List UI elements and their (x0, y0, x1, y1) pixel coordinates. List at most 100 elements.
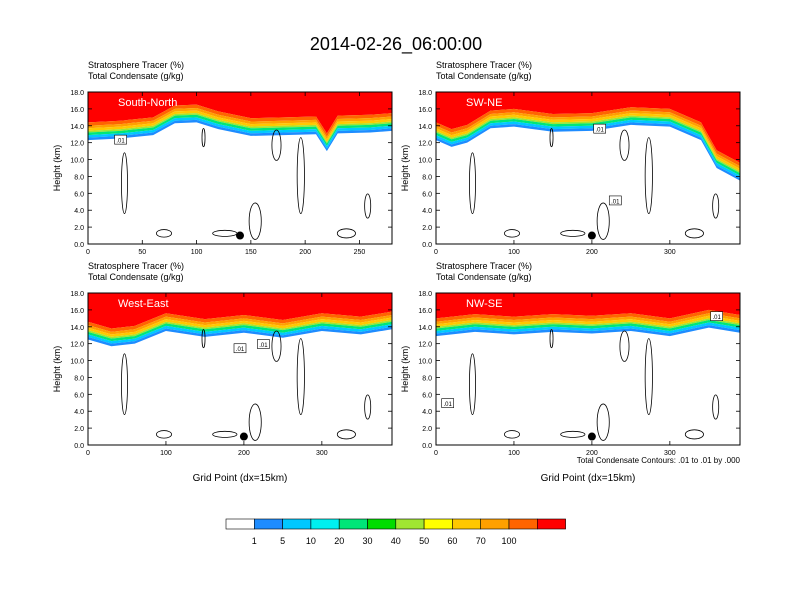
contour-label-2: .01 (712, 315, 721, 321)
colorbar-swatch (480, 518, 510, 530)
y-tick-label: 4.0 (74, 409, 84, 416)
x-tick-label: 300 (664, 249, 676, 256)
y-tick-label: 6.0 (74, 191, 84, 198)
y-tick-label: 18.0 (70, 90, 84, 97)
condensate-contour (121, 152, 128, 215)
band-40 (88, 113, 392, 144)
x-tick-label: 100 (508, 450, 520, 457)
y-tick-label: 4.0 (422, 208, 432, 215)
y-tick-label: 2.0 (74, 426, 84, 433)
band-60 (88, 108, 392, 140)
y-tick-label: 0.0 (74, 242, 84, 249)
y-axis-label: Height (km) (52, 346, 62, 393)
y-tick-label: 0.0 (74, 443, 84, 450)
panel-header-tracer: Stratosphere Tracer (%) (436, 261, 532, 271)
contour-label-box (233, 343, 247, 354)
figure-title: 2014-02-26_06:00:00 (310, 34, 482, 55)
condensate-contour (201, 128, 206, 148)
panel-header-condensate: Total Condensate (g/kg) (88, 272, 184, 282)
panel-header-condensate: Total Condensate (g/kg) (436, 71, 532, 81)
x-tick-label: 0 (86, 450, 90, 457)
condensate-contour (201, 329, 206, 349)
condensate-contour (296, 137, 305, 215)
y-tick-label: 12.0 (418, 342, 432, 349)
condensate-contour (596, 202, 610, 240)
panel-west-east: Stratosphere Tracer (%)Total Condensate … (52, 261, 393, 484)
x-tick-label: 100 (160, 450, 172, 457)
y-tick-label: 14.0 (418, 124, 432, 131)
colorbar: 1 5 10 20 30 40 50 60 70 100 (225, 518, 566, 546)
y-tick-label: 6.0 (422, 392, 432, 399)
contour-label: .01 (116, 139, 125, 145)
band-40 (88, 320, 392, 339)
y-tick-label: 12.0 (70, 141, 84, 148)
condensate-contour (596, 403, 610, 441)
y-tick-label: 16.0 (418, 107, 432, 114)
colorbar-label: 40 (391, 536, 401, 546)
y-tick-label: 10.0 (70, 359, 84, 366)
location-marker (587, 231, 596, 240)
band-60 (436, 313, 740, 325)
panel-plot-area: .01 .01 (436, 293, 740, 441)
panel-plot-area: .01 (88, 92, 392, 240)
condensate-contour (560, 229, 586, 237)
y-tick-label: 14.0 (70, 325, 84, 332)
condensate-contour (121, 353, 128, 416)
condensate-contour (155, 430, 172, 439)
colorbar-swatch (254, 518, 283, 530)
band-50 (436, 315, 740, 327)
condensate-contour (469, 152, 476, 215)
y-tick-label: 14.0 (418, 325, 432, 332)
x-tick-label: 50 (138, 249, 146, 256)
contour-label-2: .01 (259, 343, 268, 349)
condensate-contour (549, 329, 554, 349)
panel-frame (87, 91, 393, 245)
condensate-contour (271, 330, 282, 362)
location-marker (239, 432, 248, 441)
colorbar-swatch (225, 518, 255, 530)
condensate-contour (503, 430, 520, 439)
condensate-contour (619, 330, 630, 362)
condensate-contour (296, 338, 305, 416)
colorbar-swatch (310, 518, 340, 530)
y-tick-label: 4.0 (74, 208, 84, 215)
x-tick-label: 300 (664, 450, 676, 457)
contour-label-box (441, 398, 454, 408)
y-tick-label: 8.0 (422, 375, 432, 382)
colorbar-swatch (338, 518, 368, 530)
panel-frame (87, 292, 393, 446)
y-tick-label: 18.0 (418, 291, 432, 298)
colorbar-label: 5 (280, 536, 285, 546)
colorbar-swatch (395, 518, 425, 530)
panel-header-condensate: Total Condensate (g/kg) (88, 71, 184, 81)
y-tick-label: 8.0 (422, 174, 432, 181)
band-10 (436, 322, 740, 334)
band-20 (88, 321, 392, 342)
y-axis-label: Height (km) (52, 145, 62, 192)
location-marker (587, 432, 596, 441)
condensate-contour (560, 430, 586, 438)
band-50 (88, 317, 392, 337)
x-tick-label: 200 (299, 249, 311, 256)
contour-label-2-box (608, 195, 622, 206)
x-tick-label: 200 (238, 450, 250, 457)
panel-frame (435, 292, 741, 446)
y-tick-label: 10.0 (418, 158, 432, 165)
colorbar-label: 100 (501, 536, 516, 546)
y-tick-label: 0.0 (422, 443, 432, 450)
band-5 (88, 119, 392, 152)
contour-label-box (114, 134, 127, 145)
panel-label: West-East (118, 298, 169, 310)
contour-label-2: .01 (611, 199, 620, 205)
colorbar-label: 20 (334, 536, 344, 546)
condensate-contour (364, 394, 372, 420)
contour-label: .01 (596, 128, 605, 134)
condensate-contour (469, 353, 476, 416)
contour-label: .01 (236, 347, 245, 353)
band-60 (88, 314, 392, 335)
y-tick-label: 6.0 (422, 191, 432, 198)
y-tick-label: 10.0 (70, 158, 84, 165)
condensate-contour (644, 137, 653, 215)
panel-frame (435, 91, 741, 245)
